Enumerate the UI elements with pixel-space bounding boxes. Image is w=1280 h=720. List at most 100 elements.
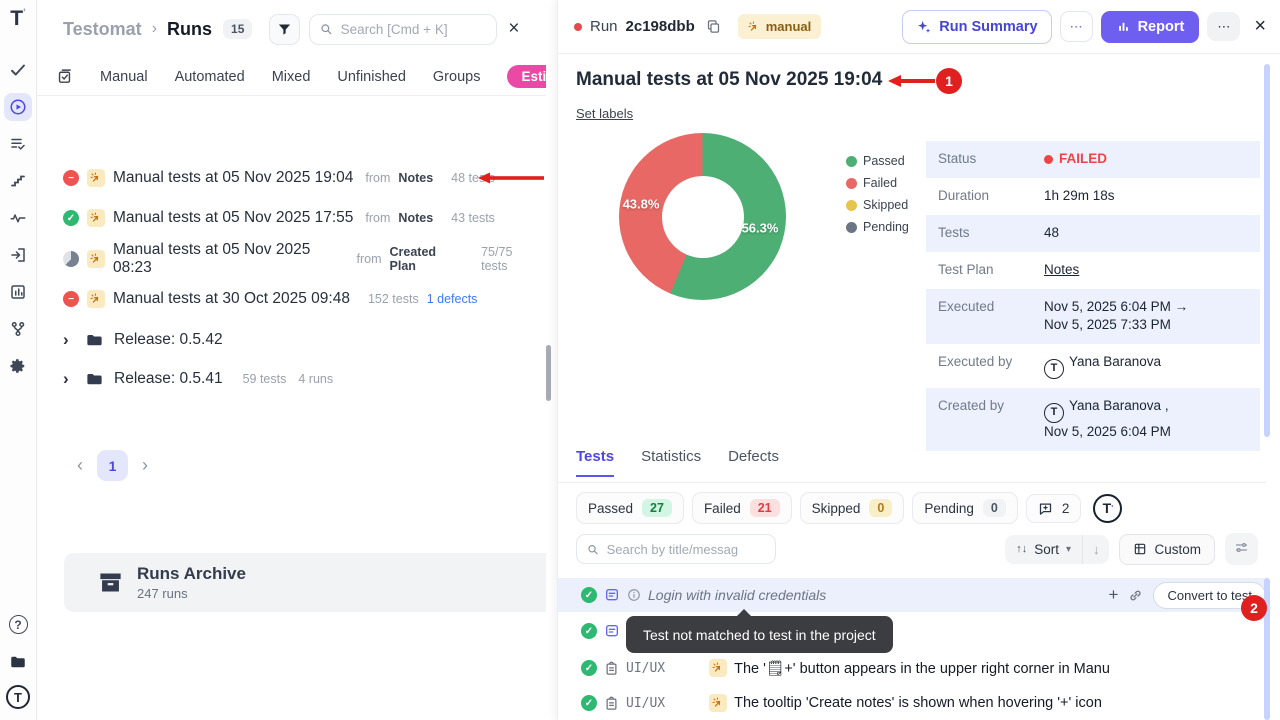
info-row-executed-by: Executed by TYana Baranova (926, 344, 1260, 388)
run-tests-count: 75/75 tests (481, 245, 540, 273)
chip-pending[interactable]: Pending0 (912, 492, 1018, 524)
page-next-icon[interactable]: › (142, 455, 148, 476)
folder-row-release-0542[interactable]: › Release: 0.5.42 (63, 325, 223, 355)
tasks-check-icon[interactable] (4, 56, 32, 84)
report-button[interactable]: Report (1101, 11, 1200, 43)
chevron-right-icon[interactable]: › (63, 330, 75, 350)
close-panel-icon[interactable]: × (1254, 15, 1266, 38)
run-summary-more-button[interactable]: ⋯ (1060, 11, 1093, 42)
folder-row-release-0541[interactable]: › Release: 0.5.41 59 tests 4 runs (63, 364, 333, 394)
testomat-logo[interactable]: T' (10, 8, 25, 29)
sparkle-icon (916, 19, 932, 35)
detail-scrollbar-top[interactable] (1264, 64, 1270, 437)
run-title: Manual tests at 30 Oct 2025 09:48 (113, 290, 350, 308)
test-row-1[interactable]: ✓ Login with invalid credentials + Conve… (558, 578, 1266, 612)
legend-dot-failed (846, 178, 857, 189)
copy-icon[interactable] (703, 16, 724, 37)
profile-avatar[interactable]: T (6, 685, 30, 709)
chevron-right-icon[interactable]: › (63, 369, 75, 389)
link-icon[interactable] (1128, 588, 1143, 603)
runs-play-icon[interactable] (4, 93, 32, 121)
run-row-1[interactable]: − Manual tests at 05 Nov 2025 19:04 from… (63, 163, 540, 193)
page-number[interactable]: 1 (97, 450, 128, 481)
more-actions-button[interactable]: ⋯ (1207, 12, 1240, 41)
run-defects-link[interactable]: 1 defects (427, 292, 478, 306)
annotation-arrow-left-list (478, 171, 544, 185)
run-source: Created Plan (390, 245, 464, 273)
failed-count-badge: 21 (750, 499, 780, 517)
run-title: Manual tests at 05 Nov 2025 08:23 (113, 241, 345, 277)
test-row-4[interactable]: ✓ UI/UX The tooltip 'Create notes' is sh… (558, 686, 1266, 720)
pending-count-badge: 0 (983, 499, 1006, 517)
tab-estimate-pill[interactable]: Estim (507, 65, 546, 88)
tooltip-not-matched: Test not matched to test in the project (626, 616, 893, 653)
add-icon[interactable]: + (1109, 585, 1119, 605)
help-icon[interactable]: ? (4, 611, 32, 639)
test-row-3[interactable]: ✓ UI/UX The '🗒+' button appears in the u… (558, 651, 1266, 685)
manual-badge[interactable]: manual (738, 14, 822, 39)
runs-archive[interactable]: Runs Archive 247 runs (64, 553, 546, 612)
tab-mixed[interactable]: Mixed (272, 69, 311, 85)
tab-unfinished[interactable]: Unfinished (337, 69, 406, 85)
list-check-icon[interactable] (4, 130, 32, 158)
run-summary-button[interactable]: Run Summary (902, 10, 1051, 44)
folder-title: Release: 0.5.41 (114, 370, 223, 388)
chevron-down-icon: ▾ (1066, 544, 1071, 555)
legend-dot-skipped (846, 200, 857, 211)
assignee-avatar[interactable]: T' (1093, 494, 1122, 523)
view-settings-icon[interactable] (1225, 533, 1258, 565)
sort-direction-button[interactable]: ↓ (1083, 535, 1110, 564)
tests-search-input[interactable] (607, 542, 765, 557)
chip-passed[interactable]: Passed27 (576, 492, 684, 524)
info-row-tests: Tests 48 (926, 215, 1260, 252)
folder-icon (85, 331, 104, 350)
steps-icon[interactable] (4, 167, 32, 195)
legend-item-failed: Failed (846, 172, 909, 194)
sort-button[interactable]: ↑↓ Sort ▾ (1005, 535, 1083, 564)
chip-skipped[interactable]: Skipped0 (800, 492, 905, 524)
tab-manual[interactable]: Manual (100, 69, 148, 85)
test-tag: UI/UX (626, 661, 665, 676)
test-plan-link[interactable]: Notes (1044, 261, 1079, 280)
tab-statistics[interactable]: Statistics (641, 448, 701, 475)
archive-texts: Runs Archive 247 runs (137, 564, 246, 601)
status-passed-icon: ✓ (63, 210, 79, 226)
run-row-2[interactable]: ✓ Manual tests at 05 Nov 2025 17:55 from… (63, 203, 540, 233)
run-row-4[interactable]: − Manual tests at 30 Oct 2025 09:48 152 … (63, 284, 540, 314)
run-status-dot (574, 23, 582, 31)
run-row-3[interactable]: • Manual tests at 05 Nov 2025 08:23 from… (63, 244, 540, 274)
tab-tests[interactable]: Tests (576, 448, 614, 477)
detail-scrollbar-bottom[interactable] (1264, 578, 1270, 720)
chip-failed[interactable]: Failed21 (692, 492, 792, 524)
runs-list-panel: Testomat › Runs 15 × Manual Automated Mi… (37, 0, 546, 720)
runs-search-input[interactable] (341, 22, 487, 37)
chip-comments[interactable]: 2 (1026, 494, 1082, 523)
test-tag: UI/UX (626, 696, 665, 711)
gear-icon[interactable] (4, 352, 32, 380)
sort-group: ↑↓ Sort ▾ ↓ (1005, 535, 1109, 564)
run-label: Run (590, 18, 618, 35)
filter-button[interactable] (269, 14, 300, 45)
breadcrumb-project[interactable]: Testomat (63, 19, 142, 40)
set-labels-link[interactable]: Set labels (576, 106, 633, 121)
close-search-icon[interactable]: × (508, 18, 519, 40)
tab-automated[interactable]: Automated (175, 69, 245, 85)
branches-icon[interactable] (4, 315, 32, 343)
page-prev-icon[interactable]: ‹ (77, 455, 83, 476)
result-filter-chips: Passed27 Failed21 Skipped0 Pending0 2 T' (576, 492, 1122, 524)
activity-icon[interactable] (4, 204, 32, 232)
annotation-badge-1: 1 (936, 68, 962, 94)
check-circle-icon: ✓ (581, 623, 597, 639)
info-row-duration: Duration 1h 29m 18s (926, 178, 1260, 215)
left-panel-scrollbar[interactable] (546, 345, 551, 401)
select-runs-icon[interactable] (56, 68, 73, 85)
custom-view-button[interactable]: Custom (1119, 534, 1215, 565)
status-value: FAILED (1044, 150, 1107, 169)
docs-folder-icon[interactable] (4, 648, 32, 676)
check-circle-icon: ✓ (581, 587, 597, 603)
import-icon[interactable] (4, 241, 32, 269)
annotation-arrow-icon (888, 73, 936, 89)
tab-defects[interactable]: Defects (728, 448, 779, 475)
report-box-icon[interactable] (4, 278, 32, 306)
tab-groups[interactable]: Groups (433, 69, 481, 85)
